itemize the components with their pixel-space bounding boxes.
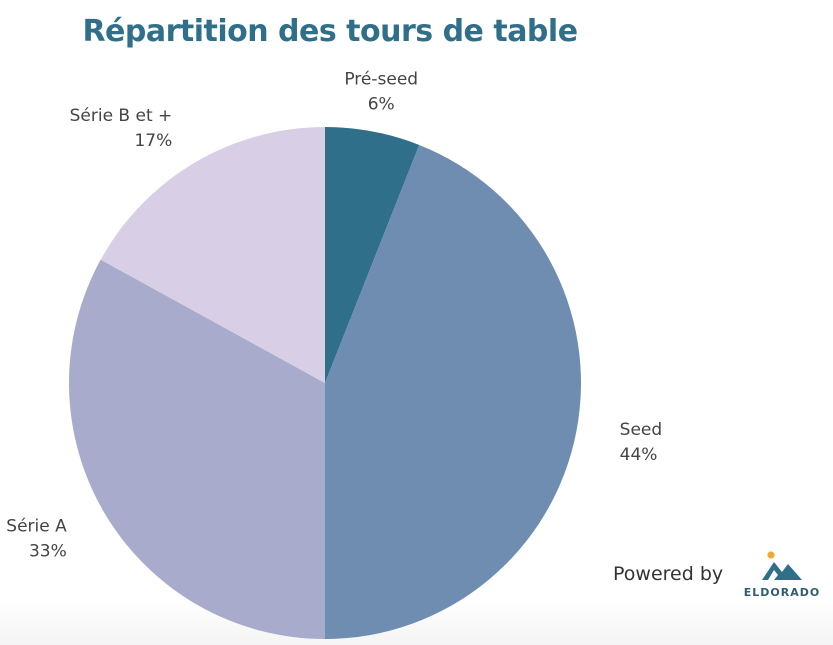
pie-slice-serie-a xyxy=(69,259,326,639)
slice-value-seed: 44% xyxy=(620,445,658,465)
slice-label-serie-a: Série A xyxy=(6,517,67,537)
pie-slice-seed xyxy=(325,144,581,639)
slice-label-serie-b-et: Série B et + xyxy=(70,106,173,126)
slice-label-seed: Seed xyxy=(620,420,663,440)
powered-by-text: Powered by xyxy=(613,563,724,585)
mountain-sun-icon xyxy=(762,551,802,580)
pie-slice-serie-b-et xyxy=(100,127,325,383)
eldorado-logo[interactable]: ELDORADO xyxy=(740,550,824,602)
logo-text: ELDORADO xyxy=(743,586,821,599)
chart-title: Répartition des tours de table xyxy=(82,14,578,49)
slice-value-serie-b-et: 17% xyxy=(134,131,172,151)
slice-value-serie-a: 33% xyxy=(29,542,67,562)
pie-slice-pre-seed xyxy=(325,127,420,383)
slice-label-pre-seed: Pré-seed xyxy=(344,69,418,89)
slice-value-pre-seed: 6% xyxy=(368,94,395,114)
